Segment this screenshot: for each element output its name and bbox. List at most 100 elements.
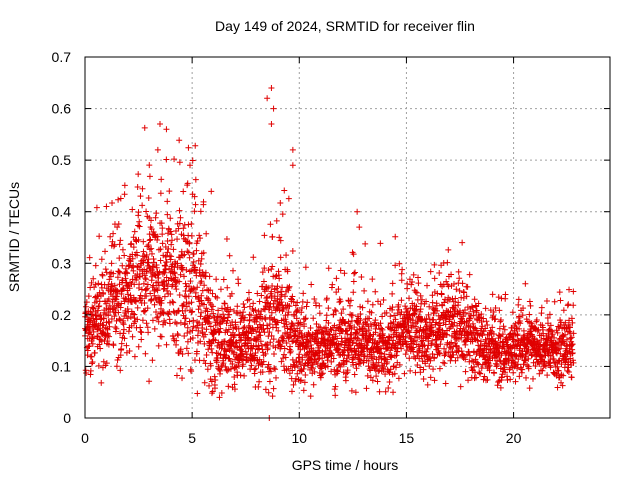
- data-point: [86, 323, 93, 330]
- data-point: [139, 202, 146, 209]
- data-point: [223, 320, 230, 327]
- data-point: [496, 307, 503, 314]
- data-point: [185, 293, 192, 300]
- data-point: [501, 326, 508, 333]
- data-point: [332, 383, 339, 390]
- data-point: [103, 360, 110, 367]
- data-point: [214, 354, 221, 361]
- data-point: [198, 292, 205, 299]
- data-point: [427, 268, 434, 275]
- data-point: [407, 367, 414, 374]
- data-point: [293, 337, 300, 344]
- data-point: [487, 327, 494, 334]
- data-point: [510, 369, 517, 376]
- data-point: [112, 328, 119, 335]
- data-point: [185, 350, 192, 357]
- data-point: [426, 303, 433, 310]
- data-point: [188, 368, 195, 375]
- data-point: [292, 331, 299, 338]
- data-point: [230, 267, 237, 274]
- data-point: [434, 307, 441, 314]
- data-point: [289, 338, 296, 345]
- data-point: [83, 370, 90, 377]
- data-point: [207, 287, 214, 294]
- data-point: [329, 281, 336, 288]
- data-point: [159, 309, 166, 316]
- data-point: [415, 274, 422, 281]
- data-point: [235, 280, 242, 287]
- data-point: [260, 278, 267, 285]
- data-point: [322, 324, 329, 331]
- data-point: [259, 361, 266, 368]
- data-point: [483, 318, 490, 325]
- data-point: [170, 332, 177, 339]
- data-point: [562, 319, 569, 326]
- data-point: [325, 305, 332, 312]
- data-point: [365, 357, 372, 364]
- data-point: [387, 366, 394, 373]
- data-point: [168, 237, 175, 244]
- data-point: [153, 314, 160, 321]
- data-point: [116, 255, 123, 262]
- data-point: [104, 337, 111, 344]
- data-point: [87, 367, 94, 374]
- data-point: [194, 322, 201, 329]
- data-point: [224, 314, 231, 321]
- data-point: [143, 252, 150, 259]
- data-point: [189, 157, 196, 164]
- data-point: [539, 324, 546, 331]
- data-point: [212, 377, 219, 384]
- data-point-peak: [270, 105, 277, 112]
- data-point: [433, 319, 440, 326]
- data-point: [257, 338, 264, 345]
- data-point: [469, 320, 476, 327]
- data-point: [453, 328, 460, 335]
- data-point: [554, 329, 561, 336]
- data-point: [442, 380, 449, 387]
- data-point: [95, 280, 102, 287]
- data-point: [486, 353, 493, 360]
- data-point: [366, 315, 373, 322]
- data-point: [287, 343, 294, 350]
- data-point: [177, 365, 184, 372]
- data-point: [161, 293, 168, 300]
- data-point: [427, 357, 434, 364]
- data-point: [491, 354, 498, 361]
- grid-layer: [85, 57, 610, 418]
- data-point: [466, 352, 473, 359]
- data-point: [187, 278, 194, 285]
- data-point: [480, 315, 487, 322]
- data-point: [297, 346, 304, 353]
- data-point: [266, 329, 273, 336]
- data-point: [227, 365, 234, 372]
- data-point: [128, 296, 135, 303]
- y-axis-label: SRMTID / TECUs: [6, 182, 22, 292]
- data-point: [220, 311, 227, 318]
- data-point: [196, 232, 203, 239]
- data-point: [86, 254, 93, 261]
- data-point: [192, 142, 199, 149]
- data-point: [168, 241, 175, 248]
- data-point: [162, 319, 169, 326]
- data-point: [110, 230, 117, 237]
- data-point: [402, 351, 409, 358]
- data-point: [394, 310, 401, 317]
- data-point: [352, 389, 359, 396]
- data-point: [130, 267, 137, 274]
- data-point: [365, 327, 372, 334]
- data-point: [281, 293, 288, 300]
- data-point: [316, 302, 323, 309]
- data-point: [134, 263, 141, 270]
- data-point: [285, 195, 292, 202]
- data-point: [386, 379, 393, 386]
- data-point: [117, 316, 124, 323]
- data-point: [349, 339, 356, 346]
- data-point: [177, 319, 184, 326]
- data-point: [319, 348, 326, 355]
- data-point: [251, 370, 258, 377]
- data-point: [218, 389, 225, 396]
- data-point: [176, 220, 183, 227]
- data-point: [308, 281, 315, 288]
- data-point: [284, 268, 291, 275]
- data-point: [155, 342, 162, 349]
